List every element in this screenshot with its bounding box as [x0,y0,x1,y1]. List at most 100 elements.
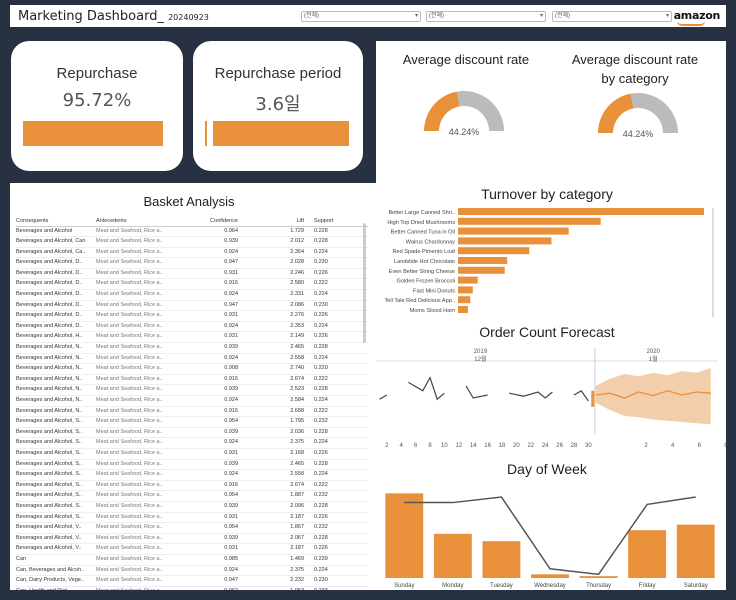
dow-bar[interactable] [531,574,569,578]
cell-consequents: Beverages and Alcohol, S.. [16,480,96,492]
table-row[interactable]: Can, Beverages and Alcoh.. Meat and Seafo… [16,565,368,577]
cell-antecedents: Meat and Seafood, Rice a.. [96,512,176,524]
filter-dropdown-1[interactable]: (전체) ▾ [301,11,421,22]
turnover-bar[interactable] [458,247,530,255]
table-row[interactable]: Can, Health and DietMeat and Seafood, Ri… [16,586,368,590]
table-row[interactable]: Beverages and Alcohol, S.. Meat and Seafo… [16,490,368,502]
table-row[interactable]: Beverages and Alcohol, S.. Meat and Seafo… [16,427,368,439]
table-row[interactable]: Beverages and Alcohol Meat and Seafood, R… [16,226,368,238]
table-row[interactable]: Beverages and Alcohol, D.. Meat and Seafo… [16,321,368,333]
turnover-category-label: Tell Tale Red Delicious App.. [385,298,456,304]
turnover-bar[interactable] [458,286,473,294]
cell-lift: 2.036 [244,427,310,439]
dow-label: Saturday [684,583,708,589]
actual-order-line[interactable] [408,376,445,401]
cell-antecedents: Meat and Seafood, Rice a.. [96,469,176,481]
table-row[interactable]: Beverages and Alcohol, D.. Meat and Seafo… [16,300,368,312]
cell-consequents: Beverages and Alcohol, D.. [16,300,96,312]
table-row[interactable]: Beverages and Alcohol, D.. Meat and Seafo… [16,289,368,301]
right-charts-panel: Turnover by category Better Large Canned… [368,183,726,590]
dow-bar[interactable] [676,524,715,578]
turnover-bar[interactable] [458,306,468,313]
turnover-bar[interactable] [458,237,552,245]
dow-bar[interactable] [385,493,424,578]
cell-lift: 2.187 [244,512,310,524]
table-row[interactable]: Beverages and Alcohol, N.. Meat and Seafo… [16,353,368,365]
dow-bar[interactable] [433,533,472,578]
table-row[interactable]: Beverages and Alcohol, N.. Meat and Seafo… [16,342,368,354]
cell-confidence: 0.931 [176,268,244,280]
col-header-lift[interactable]: Lift [244,216,310,227]
cell-support: 0.222 [310,480,368,492]
col-header-confidence[interactable]: Confidence [176,216,244,227]
cell-consequents: Beverages and Alcohol, D.. [16,289,96,301]
cell-confidence: 0.931 [176,310,244,322]
turnover-bar[interactable] [458,276,478,284]
table-row[interactable]: Beverages and Alcohol, S.. Meat and Seafo… [16,416,368,428]
table-row[interactable]: Beverages and Alcohol, V.. Meat and Seafo… [16,533,368,545]
basket-table-scrollbar[interactable] [363,223,366,343]
forecast-line[interactable] [595,390,711,399]
table-row[interactable]: Beverages and Alcohol, Can Meat and Seafo… [16,236,368,248]
actual-order-line[interactable] [379,394,388,400]
actual-order-line[interactable] [465,385,488,399]
cell-antecedents: Meat and Seafood, Rice a.. [96,374,176,386]
dow-trend-line[interactable] [404,496,696,576]
cell-confidence: 0.954 [176,416,244,428]
forecast-x-tick: 2 [385,443,389,449]
dow-bar[interactable] [579,576,618,578]
table-row[interactable]: Beverages and Alcohol, N.. Meat and Seafo… [16,363,368,375]
table-row[interactable]: Beverages and Alcohol, S.. Meat and Seafo… [16,501,368,513]
col-header-support[interactable]: Support [310,216,368,227]
table-row[interactable]: Beverages and Alcohol, N.. Meat and Seafo… [16,406,368,418]
filter-dropdown-3[interactable]: (전체) ▾ [552,11,672,22]
turnover-bar[interactable] [458,266,505,274]
col-header-consequents[interactable]: Consequents [16,216,96,227]
table-row[interactable]: Beverages and Alcohol, S.. Meat and Seafo… [16,437,368,449]
col-header-antecedents[interactable]: Antecedents [96,216,176,227]
table-row[interactable]: Beverages and Alcohol, D.. Meat and Seafo… [16,310,368,322]
turnover-bar[interactable] [458,208,704,215]
dow-bar[interactable] [628,530,667,578]
avg-discount-category-title: Average discount rate by category [550,50,720,88]
cell-antecedents: Meat and Seafood, Rice a.. [96,395,176,407]
table-row[interactable]: Beverages and Alcohol, D.. Meat and Seafo… [16,268,368,280]
kpi-repurchase-label: Repurchase [56,65,138,82]
table-row[interactable]: Beverages and Alcohol, S.. Meat and Seafo… [16,512,368,524]
table-row[interactable]: Beverages and Alcohol, N.. Meat and Seafo… [16,374,368,386]
cell-support: 0.222 [310,374,368,386]
turnover-bar[interactable] [458,227,569,235]
turnover-bar[interactable] [458,296,471,304]
turnover-bar[interactable] [458,217,601,225]
dow-bar[interactable] [482,541,521,578]
cell-confidence: 0.916 [176,374,244,386]
actual-order-line[interactable] [573,390,589,402]
table-row[interactable]: Beverages and Alcohol, S.. Meat and Seafo… [16,448,368,460]
table-row[interactable]: Beverages and Alcohol, V.. Meat and Seafo… [16,543,368,555]
table-row[interactable]: Beverages and Alcohol, D.. Meat and Seafo… [16,278,368,291]
table-row[interactable]: Beverages and Alcohol, V.. Meat and Seafo… [16,522,368,534]
table-row[interactable]: Beverages and Alcohol, S.. Meat and Seafo… [16,459,368,471]
table-row[interactable]: Beverages and Alcohol, Ca.. Meat and Seaf… [16,247,368,259]
turnover-bar[interactable] [458,257,508,264]
table-row[interactable]: Beverages and Alcohol, S.. Meat and Seafo… [16,469,368,481]
cell-lift: 2.012 [244,236,310,248]
cell-consequents: Beverages and Alcohol [16,226,96,238]
table-row[interactable]: Beverages and Alcohol, D.. Meat and Seafo… [16,257,368,269]
forecast-x-tick: 30 [585,443,592,449]
avg-discount-gauge [424,91,504,131]
table-row[interactable]: Beverages and Alcohol, H.. Meat and Seafo… [16,331,368,344]
gauge-rest-arc [630,93,678,133]
table-row[interactable]: Beverages and Alcohol, N.. Meat and Seafo… [16,395,368,407]
table-row[interactable]: Beverages and Alcohol, N.. Meat and Seafo… [16,384,368,396]
table-row[interactable]: Can, Dairy Products, Vege.. Meat and Seaf… [16,575,368,587]
table-row[interactable]: Can Meat and Seafood, Rice a.. 0.985 1.469 0… [16,554,368,566]
cell-confidence: 0.931 [176,543,244,555]
cell-support: 0.226 [310,512,368,524]
cell-consequents: Beverages and Alcohol, D.. [16,321,96,333]
actual-order-line[interactable] [509,391,553,399]
turnover-category-label: Better Canned Tuna in Oil [391,230,455,236]
filter-dropdown-2[interactable]: (전체) ▾ [426,11,546,22]
cell-confidence: 0.947 [176,575,244,587]
table-row[interactable]: Beverages and Alcohol, S.. Meat and Seafo… [16,480,368,492]
